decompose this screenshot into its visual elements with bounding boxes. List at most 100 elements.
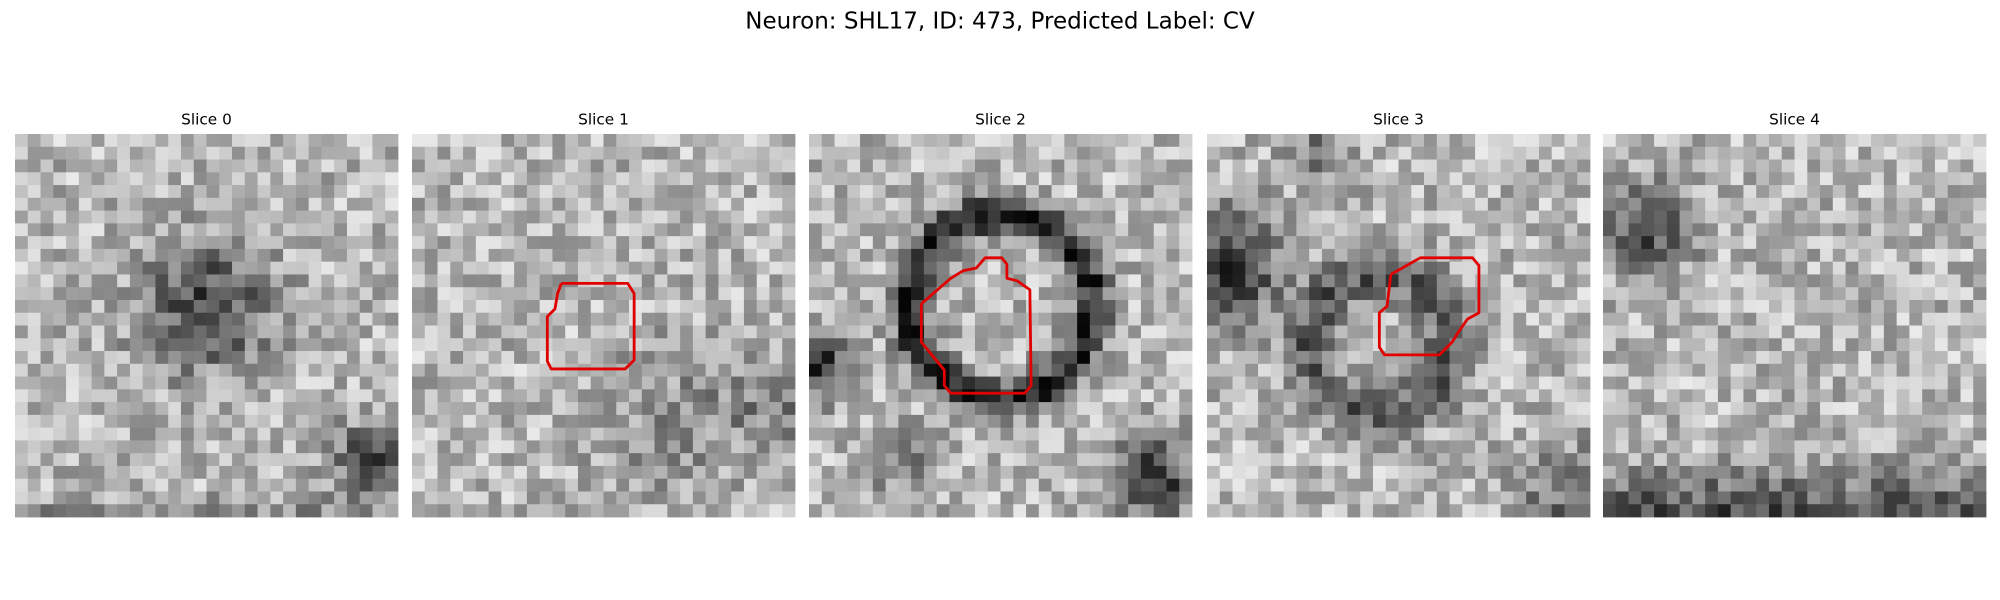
pixel — [321, 363, 335, 377]
pixel — [718, 351, 732, 365]
pixel — [168, 402, 182, 416]
pixel — [705, 465, 719, 480]
pixel — [1615, 376, 1629, 390]
pixel — [590, 504, 604, 518]
pixel — [1973, 223, 1987, 237]
pixel — [1411, 146, 1425, 160]
panel-title: Slice 0 — [181, 110, 232, 128]
pixel — [552, 159, 566, 173]
pixel — [104, 210, 118, 224]
pixel — [1871, 274, 1885, 288]
pixel — [1398, 223, 1412, 237]
pixel — [1128, 453, 1142, 467]
pixel — [680, 427, 694, 441]
pixel — [1845, 223, 1859, 237]
pixel — [1615, 197, 1629, 211]
pixel — [359, 248, 373, 263]
pixel — [501, 287, 515, 301]
pixel — [1705, 363, 1719, 377]
pixel — [872, 134, 886, 148]
pixel — [1245, 427, 1259, 441]
pixel — [142, 299, 156, 314]
pixel — [1807, 453, 1821, 467]
pixel — [1794, 248, 1808, 263]
pixel — [1064, 363, 1078, 377]
pixel — [359, 159, 373, 173]
pixel — [1896, 414, 1910, 429]
pixel — [463, 338, 477, 352]
pixel — [1807, 287, 1821, 301]
pixel — [488, 261, 502, 275]
pixel — [680, 185, 694, 199]
pixel — [1064, 261, 1078, 275]
pixel — [667, 427, 681, 441]
pixel — [949, 363, 963, 377]
pixel — [104, 402, 118, 416]
pixel — [1436, 223, 1450, 237]
pixel — [1820, 363, 1834, 377]
pixel — [936, 274, 950, 288]
pixel — [129, 478, 144, 492]
pixel — [1743, 440, 1757, 454]
pixel — [654, 287, 668, 301]
pixel — [206, 453, 220, 467]
pixel — [705, 312, 719, 326]
pixel — [180, 363, 195, 377]
pixel — [962, 312, 976, 326]
pixel — [936, 402, 950, 416]
pixel — [53, 325, 67, 339]
pixel — [552, 197, 566, 211]
pixel — [1347, 312, 1361, 326]
pixel — [1207, 440, 1221, 454]
pixel — [1756, 299, 1770, 314]
pixel — [206, 248, 220, 263]
pixel — [1334, 325, 1348, 339]
pixel — [270, 338, 284, 352]
pixel — [1051, 402, 1065, 416]
pixel — [1232, 223, 1246, 237]
pixel — [1166, 414, 1180, 429]
pixel — [1871, 338, 1885, 352]
pixel — [756, 146, 770, 160]
pixel — [1717, 402, 1732, 416]
pixel — [129, 287, 144, 301]
pixel — [450, 351, 464, 365]
pixel — [1166, 363, 1180, 377]
pixel — [1436, 440, 1450, 454]
pixel — [718, 440, 732, 454]
pixel — [1526, 325, 1540, 339]
pixel — [450, 376, 464, 390]
pixel — [1179, 134, 1193, 148]
pixel — [731, 172, 745, 186]
pixel — [15, 453, 29, 467]
pixel — [936, 427, 950, 441]
pixel — [1360, 402, 1374, 416]
pixel — [1245, 159, 1259, 173]
pixel — [1026, 261, 1040, 275]
pixel — [769, 504, 783, 518]
pixel — [654, 478, 668, 492]
pixel — [1692, 287, 1706, 301]
pixel — [1641, 159, 1655, 173]
pixel — [1270, 287, 1284, 301]
pixel — [1551, 134, 1565, 148]
pixel — [847, 134, 861, 148]
pixel — [283, 504, 297, 518]
pixel — [1334, 440, 1348, 454]
pixel — [949, 146, 963, 160]
pixel — [1960, 351, 1974, 365]
pixel — [283, 312, 297, 326]
pixel — [603, 504, 617, 518]
pixel — [834, 453, 848, 467]
pixel — [1475, 491, 1489, 505]
pixel — [475, 389, 489, 403]
pixel — [372, 478, 386, 492]
pixel — [308, 504, 322, 518]
pixel — [1128, 351, 1142, 365]
pixel — [1756, 402, 1770, 416]
pixel — [539, 376, 553, 390]
pixel — [244, 299, 258, 314]
pixel — [974, 134, 989, 148]
pixel — [1347, 338, 1361, 352]
pixel — [1564, 185, 1578, 199]
